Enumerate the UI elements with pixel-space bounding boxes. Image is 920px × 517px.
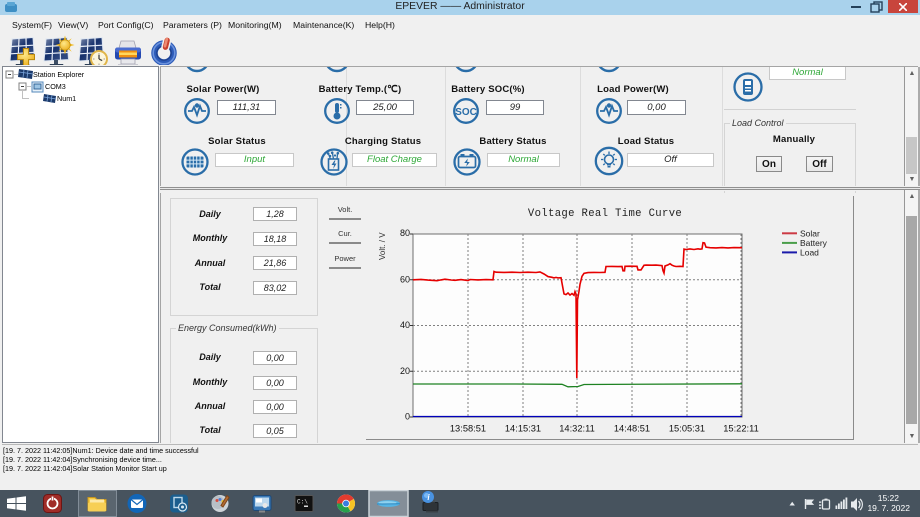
svg-text:Battery: Battery <box>800 238 828 248</box>
svg-text:Solar: Solar <box>800 229 820 239</box>
svg-text:20: 20 <box>400 366 410 376</box>
svg-text:19. 7. 2022: 19. 7. 2022 <box>867 503 910 513</box>
svg-text:14:32:11: 14:32:11 <box>559 424 595 434</box>
svg-text:80: 80 <box>400 228 410 238</box>
svg-text:14:48:51: 14:48:51 <box>614 424 650 434</box>
svg-text:15:05:31: 15:05:31 <box>669 424 705 434</box>
svg-text:14:15:31: 14:15:31 <box>505 424 541 434</box>
svg-text:15:22:11: 15:22:11 <box>723 424 759 434</box>
svg-text:40: 40 <box>400 320 410 330</box>
svg-text:60: 60 <box>400 275 410 285</box>
svg-text:Load: Load <box>800 248 819 258</box>
svg-text:i: i <box>427 493 430 502</box>
svg-text:SOC: SOC <box>455 107 477 118</box>
svg-text:C:\: C:\ <box>297 499 308 506</box>
svg-text:Voltage Real Time Curve: Voltage Real Time Curve <box>528 208 682 220</box>
svg-text:Volt. / V: Volt. / V <box>378 232 387 260</box>
svg-text:15:22: 15:22 <box>878 493 900 503</box>
svg-text:13:58:51: 13:58:51 <box>450 424 486 434</box>
svg-text:0: 0 <box>405 412 410 422</box>
